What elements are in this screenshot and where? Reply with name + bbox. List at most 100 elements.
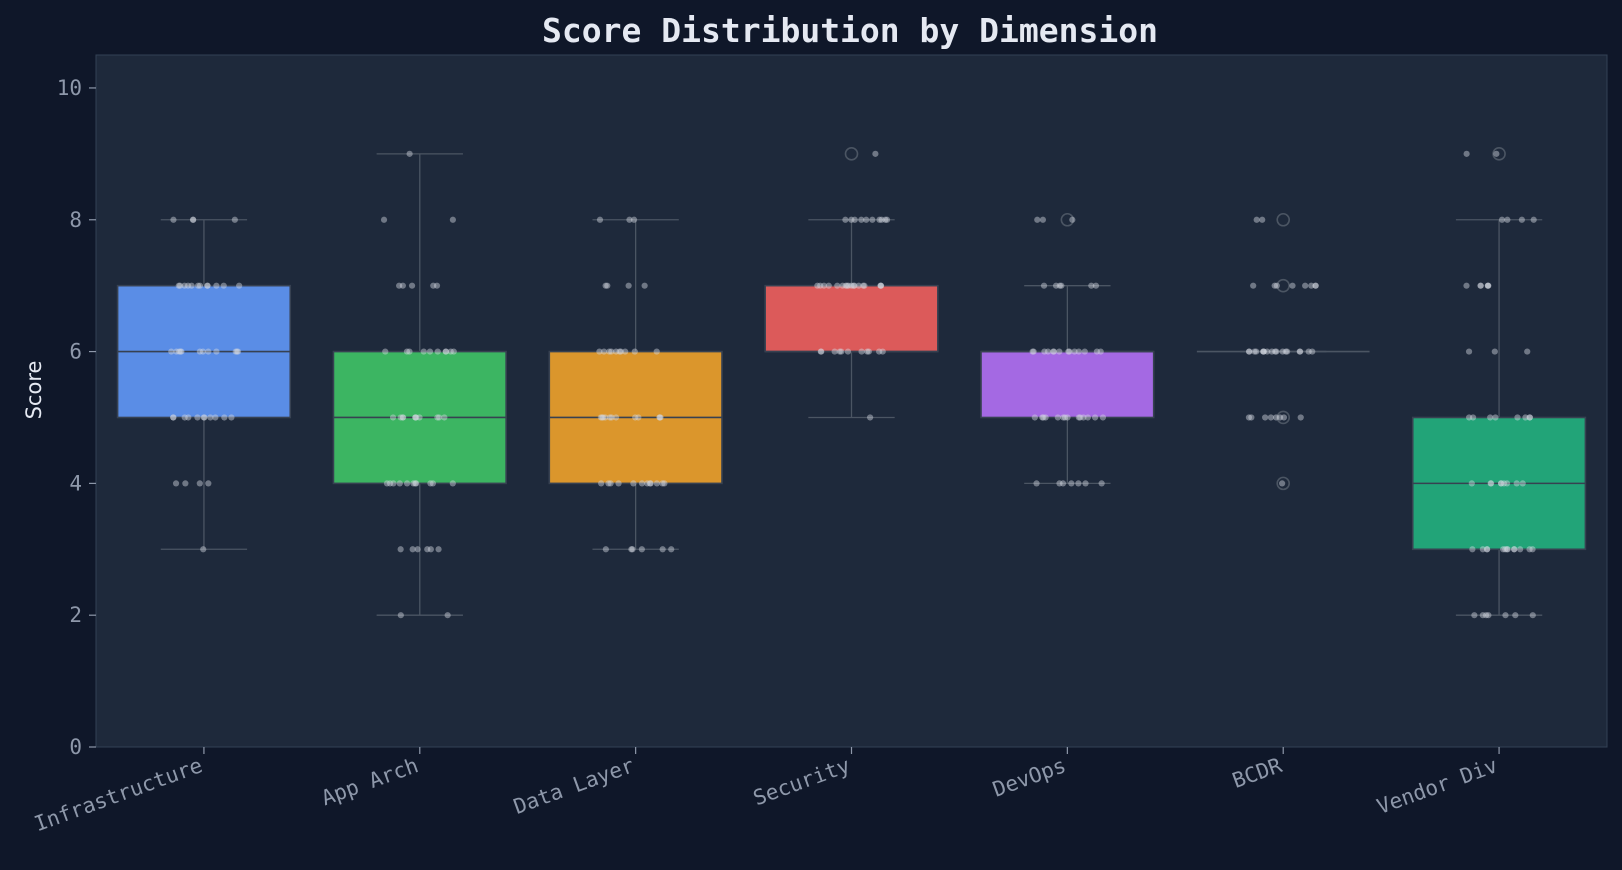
- data-point: [863, 216, 870, 223]
- data-point: [178, 348, 185, 355]
- data-point: [1485, 612, 1492, 619]
- data-point: [434, 414, 441, 421]
- data-point: [869, 216, 876, 223]
- data-point: [647, 480, 654, 487]
- outlier-marker: [1276, 410, 1291, 425]
- data-point: [196, 480, 203, 487]
- outlier-marker: [1492, 147, 1506, 161]
- data-point: [602, 414, 609, 421]
- data-point: [646, 480, 654, 487]
- data-point: [1268, 348, 1276, 355]
- data-point: [1064, 414, 1071, 421]
- data-point: [212, 414, 219, 421]
- data-point: [200, 546, 207, 553]
- data-point: [182, 480, 189, 487]
- data-point: [447, 348, 454, 355]
- data-point: [1054, 414, 1061, 421]
- data-point: [1084, 414, 1091, 421]
- data-point: [838, 348, 845, 355]
- data-point: [668, 546, 675, 553]
- data-point: [1297, 414, 1304, 421]
- data-point: [397, 414, 404, 421]
- data-point: [631, 348, 638, 355]
- data-point: [170, 414, 177, 421]
- data-point: [1305, 348, 1312, 355]
- data-point: [1088, 282, 1095, 289]
- data-point: [608, 414, 615, 421]
- data-point: [865, 348, 872, 355]
- data-point: [233, 348, 241, 355]
- data-point: [399, 282, 406, 289]
- data-point: [879, 348, 886, 355]
- data-point: [1248, 414, 1255, 421]
- data-point: [858, 348, 865, 355]
- data-point: [629, 546, 636, 553]
- data-point: [1484, 546, 1491, 553]
- data-point: [625, 282, 632, 289]
- data-point: [814, 282, 821, 289]
- y-tick-label: 2: [69, 603, 82, 627]
- outlier-marker: [844, 147, 859, 161]
- data-point: [600, 414, 607, 421]
- data-point: [403, 348, 411, 355]
- data-point: [1511, 546, 1518, 553]
- data-point: [1039, 216, 1047, 223]
- data-point: [1041, 348, 1048, 355]
- data-point: [817, 282, 824, 289]
- data-point: [1469, 546, 1476, 553]
- data-point: [1484, 282, 1491, 289]
- data-point: [380, 216, 388, 223]
- data-point: [817, 348, 824, 355]
- data-point: [1267, 414, 1275, 421]
- data-point: [831, 348, 838, 355]
- data-point: [1082, 480, 1089, 487]
- data-point: [1056, 282, 1063, 289]
- data-point: [168, 348, 175, 355]
- data-point: [390, 480, 397, 487]
- data-point: [1529, 546, 1536, 553]
- data-point: [1276, 414, 1284, 421]
- data-point: [661, 480, 668, 487]
- data-point: [1260, 348, 1267, 355]
- data-point: [877, 282, 885, 289]
- data-point: [596, 216, 604, 223]
- data-point: [1487, 480, 1494, 487]
- data-point: [877, 282, 885, 289]
- data-point: [598, 414, 606, 421]
- data-point: [1075, 480, 1082, 487]
- data-point: [1491, 348, 1498, 355]
- data-point: [1484, 282, 1492, 289]
- data-point: [231, 216, 238, 223]
- data-point: [414, 546, 421, 553]
- data-point: [204, 282, 211, 289]
- data-point: [612, 348, 620, 355]
- data-point: [1033, 480, 1040, 487]
- data-point: [612, 414, 620, 421]
- data-point: [1279, 348, 1286, 355]
- data-point: [450, 348, 457, 355]
- data-point: [653, 348, 660, 355]
- data-point: [1477, 282, 1484, 289]
- data-point: [851, 216, 858, 223]
- data-point: [1246, 348, 1253, 355]
- data-point: [1097, 348, 1104, 355]
- data-point: [1273, 282, 1280, 289]
- data-point: [173, 348, 180, 355]
- data-point: [196, 282, 204, 289]
- data-point: [1245, 348, 1253, 355]
- data-point: [1066, 348, 1073, 355]
- data-point: [1526, 414, 1533, 421]
- data-point: [409, 546, 416, 553]
- data-point: [213, 348, 220, 355]
- data-point: [181, 282, 188, 289]
- data-point: [860, 282, 867, 289]
- data-point: [1479, 546, 1486, 553]
- data-point: [449, 480, 456, 487]
- data-point: [659, 480, 666, 487]
- data-point: [1029, 348, 1036, 355]
- data-point: [1044, 348, 1052, 355]
- data-point: [1503, 480, 1511, 487]
- data-point: [848, 216, 855, 223]
- data-point: [604, 282, 611, 289]
- data-point: [597, 414, 605, 421]
